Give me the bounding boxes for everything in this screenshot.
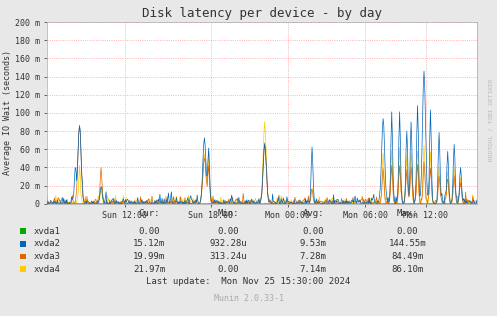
Text: 313.24u: 313.24u [210, 252, 248, 261]
Text: 21.97m: 21.97m [133, 265, 165, 274]
Text: RRDTOOL / TOBI OETIKER: RRDTOOL / TOBI OETIKER [489, 79, 494, 161]
Text: xvda2: xvda2 [34, 240, 61, 248]
Title: Disk latency per device - by day: Disk latency per device - by day [142, 7, 382, 20]
Text: Min:: Min: [218, 210, 240, 218]
Text: 7.14m: 7.14m [300, 265, 327, 274]
Text: Avg:: Avg: [302, 210, 324, 218]
Text: 15.12m: 15.12m [133, 240, 165, 248]
Text: xvda1: xvda1 [34, 227, 61, 236]
Text: 84.49m: 84.49m [392, 252, 423, 261]
Text: 86.10m: 86.10m [392, 265, 423, 274]
Text: Max:: Max: [397, 210, 418, 218]
Text: 7.28m: 7.28m [300, 252, 327, 261]
Text: Cur:: Cur: [138, 210, 160, 218]
Text: 932.28u: 932.28u [210, 240, 248, 248]
Text: 0.00: 0.00 [138, 227, 160, 236]
Text: 0.00: 0.00 [218, 227, 240, 236]
Text: 9.53m: 9.53m [300, 240, 327, 248]
Text: 19.99m: 19.99m [133, 252, 165, 261]
Text: 144.55m: 144.55m [389, 240, 426, 248]
Text: 0.00: 0.00 [218, 265, 240, 274]
Text: Last update:  Mon Nov 25 15:30:00 2024: Last update: Mon Nov 25 15:30:00 2024 [147, 277, 350, 286]
Text: xvda4: xvda4 [34, 265, 61, 274]
Text: xvda3: xvda3 [34, 252, 61, 261]
Text: 0.00: 0.00 [397, 227, 418, 236]
Text: Munin 2.0.33-1: Munin 2.0.33-1 [214, 294, 283, 303]
Y-axis label: Average IO Wait (seconds): Average IO Wait (seconds) [3, 51, 12, 175]
Text: 0.00: 0.00 [302, 227, 324, 236]
